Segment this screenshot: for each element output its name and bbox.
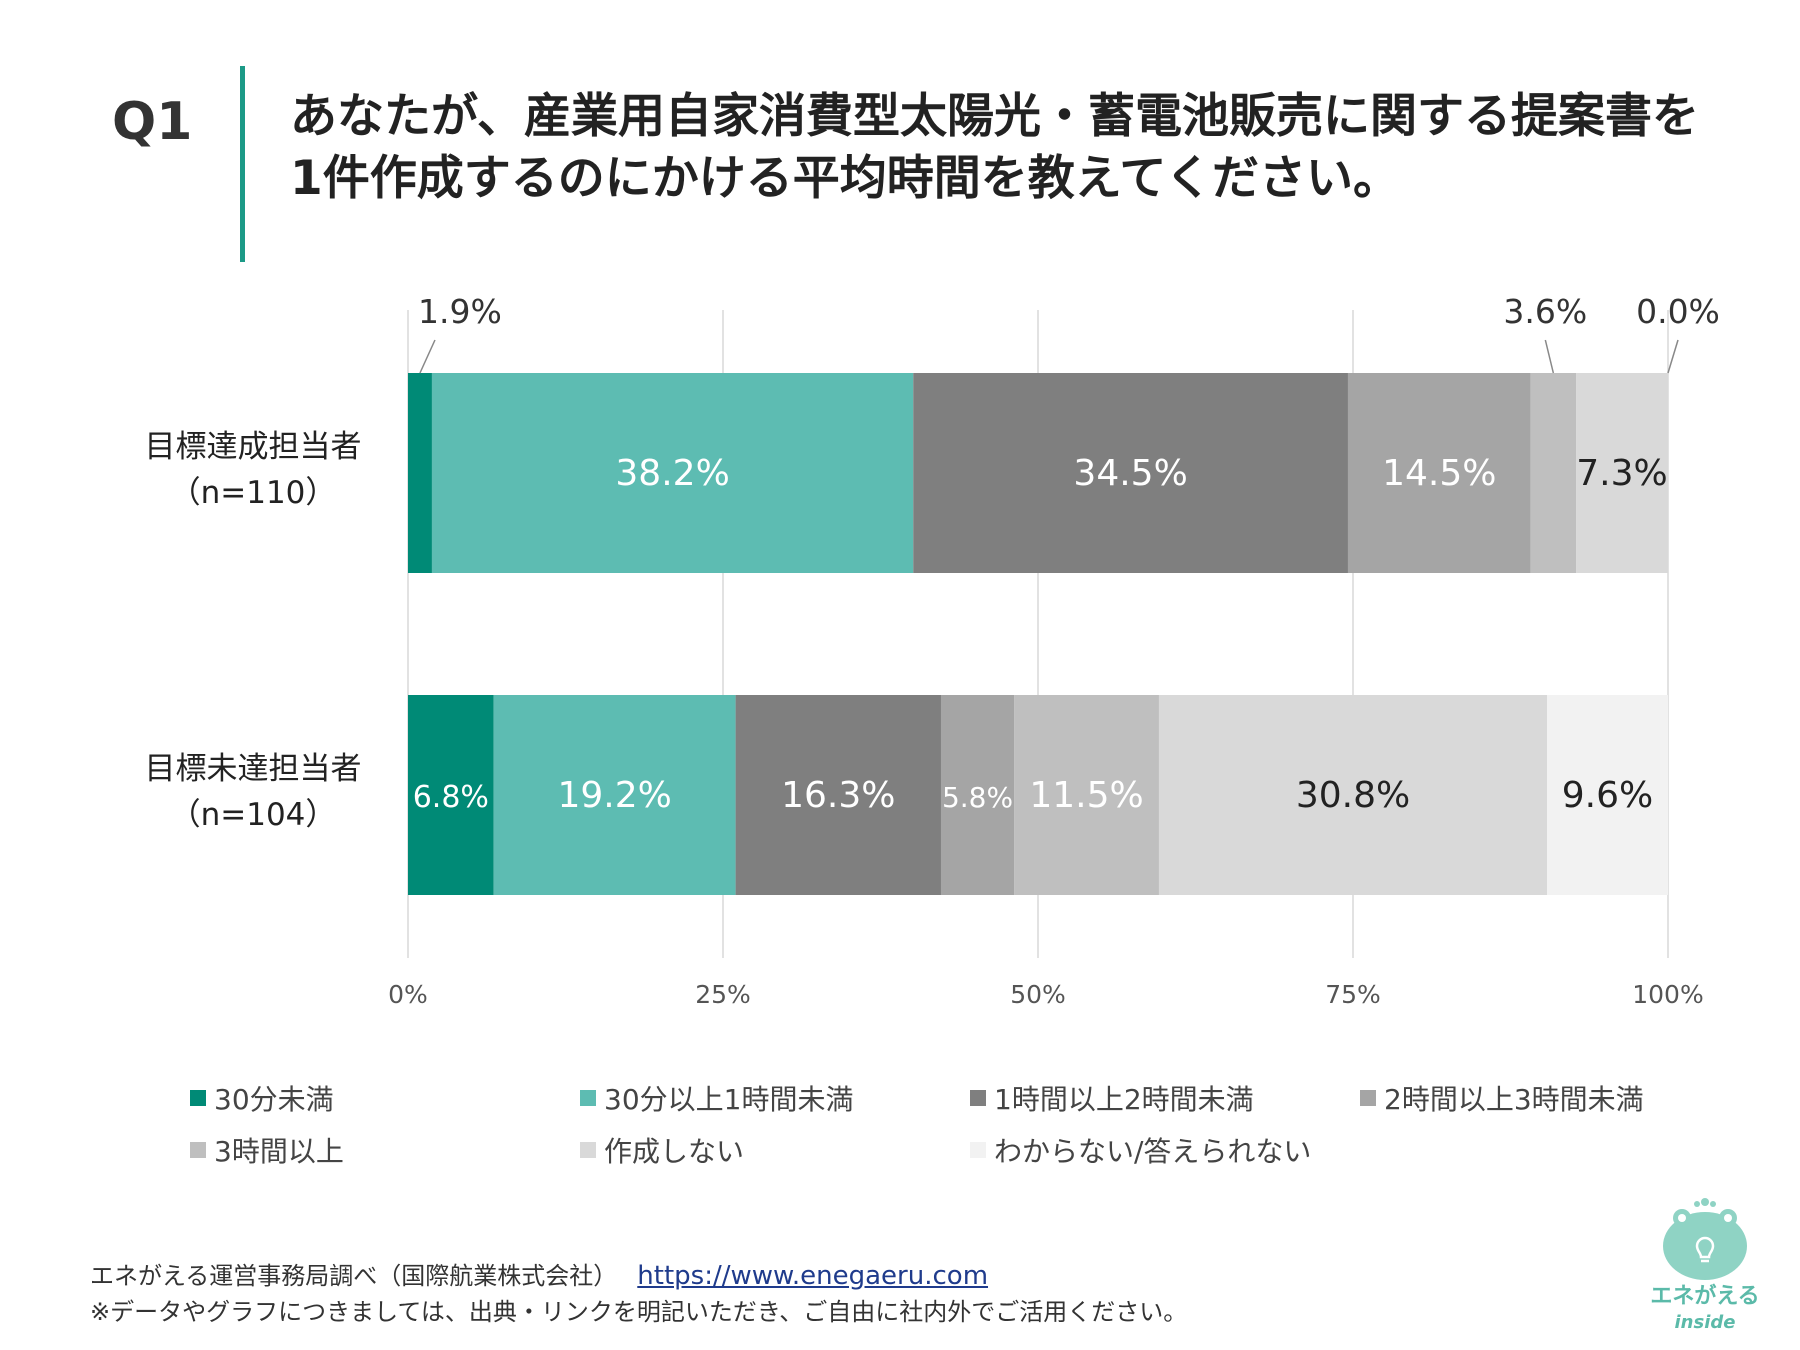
leader-line-r0-s4: [1544, 339, 1555, 374]
x-tick-label-2: 50%: [1010, 980, 1066, 1009]
data-label-r0-s4: 3.6%: [1503, 292, 1587, 331]
stacked-bar-chart: 0% 25% 50% 75% 100% 1.9% 38.2% 34.5% 14.5% 3.6% 7.…: [388, 292, 1720, 1009]
bar-seg-r0-s4: [1530, 373, 1577, 573]
bar-seg-r0-s3: [1347, 373, 1531, 573]
row-label-achieved: 目標達成担当者 （n=110）: [108, 424, 398, 516]
leader-line-r0-s6: [1667, 339, 1679, 374]
footer-link[interactable]: https://www.enegaeru.com: [637, 1261, 989, 1291]
enegaeru-logo-icon: [1663, 1198, 1747, 1280]
legend-item-6: 作成しない: [580, 1130, 744, 1170]
bar-seg-r0-s1: [431, 373, 914, 573]
bar-seg-r1-s3: [940, 695, 1015, 895]
question-line-2: 1件作成するのにかける平均時間を教えてください。: [290, 151, 1400, 206]
logo-text-line1: エネがえる: [1650, 1284, 1760, 1309]
legend-swatch-6: [580, 1142, 596, 1158]
data-label-r0-s3: 14.5%: [1382, 453, 1496, 494]
legend-label-5: 3時間以上: [214, 1135, 344, 1168]
legend-item-7: わからない/答えられない: [970, 1130, 1311, 1170]
row-label-not-achieved-n: （n=104）: [169, 797, 337, 833]
data-label-r1-s4: 11.5%: [1029, 775, 1143, 816]
bar-seg-r1-s5: [1158, 695, 1548, 895]
data-label-r0-s1: 38.2%: [615, 453, 729, 494]
x-tick-label-1: 25%: [695, 980, 751, 1009]
data-label-r1-s0: 6.8%: [413, 780, 489, 815]
data-label-r0-s5: 7.3%: [1576, 453, 1667, 494]
question-line-1: あなたが、産業用自家消費型太陽光・蓄電池販売に関する提案書を: [290, 89, 1700, 144]
question-divider: [240, 66, 245, 262]
legend-item-4: 2時間以上3時間未満: [1360, 1078, 1644, 1118]
legend-label-1: 30分未満: [214, 1083, 334, 1116]
row-label-not-achieved: 目標未達担当者 （n=104）: [108, 746, 398, 838]
data-label-r1-s2: 16.3%: [781, 775, 895, 816]
footer-source: エネがえる運営事務局調べ（国際航業株式会社）: [90, 1262, 618, 1290]
legend-swatch-4: [1360, 1090, 1376, 1106]
bar-seg-r0-s5: [1576, 373, 1668, 573]
data-label-r0-s2: 34.5%: [1073, 453, 1187, 494]
question-text: あなたが、産業用自家消費型太陽光・蓄電池販売に関する提案書を 1件作成するのにか…: [290, 86, 1770, 210]
bar-seg-r1-s1: [493, 695, 736, 895]
legend-label-3: 1時間以上2時間未満: [994, 1083, 1254, 1116]
legend-item-3: 1時間以上2時間未満: [970, 1078, 1254, 1118]
row-label-not-achieved-name: 目標未達担当者: [144, 751, 362, 787]
legend-swatch-7: [970, 1142, 986, 1158]
x-tick-label-4: 100%: [1632, 980, 1703, 1009]
legend-swatch-2: [580, 1090, 596, 1106]
legend-label-7: わからない/答えられない: [994, 1135, 1312, 1168]
question-number: Q1: [112, 92, 193, 152]
footer-source-line: エネがえる運営事務局調べ（国際航業株式会社） https://www.enegae…: [90, 1258, 1187, 1294]
bar-seg-r0-s2: [913, 373, 1348, 573]
data-label-r1-s1: 19.2%: [557, 775, 671, 816]
logo-text-line2: inside: [1674, 1312, 1736, 1333]
footer-note: ※データやグラフにつきましては、出典・リンクを明記いただき、ご自由に社内外でご活…: [90, 1298, 1188, 1326]
row-label-achieved-n: （n=110）: [169, 475, 337, 511]
legend-swatch-3: [970, 1090, 986, 1106]
data-label-r1-s5: 30.8%: [1296, 775, 1410, 816]
x-tick-label-3: 75%: [1325, 980, 1381, 1009]
legend-swatch-1: [190, 1090, 206, 1106]
x-tick-label-0: 0%: [388, 980, 428, 1009]
legend-label-2: 30分以上1時間未満: [604, 1083, 854, 1116]
legend-item-1: 30分未満: [190, 1078, 334, 1118]
legend-item-2: 30分以上1時間未満: [580, 1078, 853, 1118]
row-label-achieved-name: 目標達成担当者: [144, 429, 362, 465]
footer: エネがえる運営事務局調べ（国際航業株式会社） https://www.enegae…: [90, 1258, 1187, 1330]
legend-label-6: 作成しない: [604, 1135, 745, 1168]
legend-label-4: 2時間以上3時間未満: [1384, 1083, 1644, 1116]
bar-seg-r1-s2: [735, 695, 941, 895]
bar-seg-r1-s6: [1547, 695, 1668, 895]
logo-text: エネがえる inside: [1640, 1284, 1770, 1336]
data-label-r0-s6: 0.0%: [1636, 292, 1720, 331]
leader-line-r0-s0: [419, 339, 436, 374]
data-label-r1-s3: 5.8%: [942, 781, 1013, 814]
bar-seg-r0-s0: [408, 373, 432, 573]
bar-seg-r1-s4: [1014, 695, 1159, 895]
data-label-r1-s6: 9.6%: [1562, 775, 1653, 816]
bar-seg-r1-s0: [408, 695, 494, 895]
legend-swatch-5: [190, 1142, 206, 1158]
data-label-r0-s0: 1.9%: [418, 292, 502, 331]
legend-item-5: 3時間以上: [190, 1130, 344, 1170]
